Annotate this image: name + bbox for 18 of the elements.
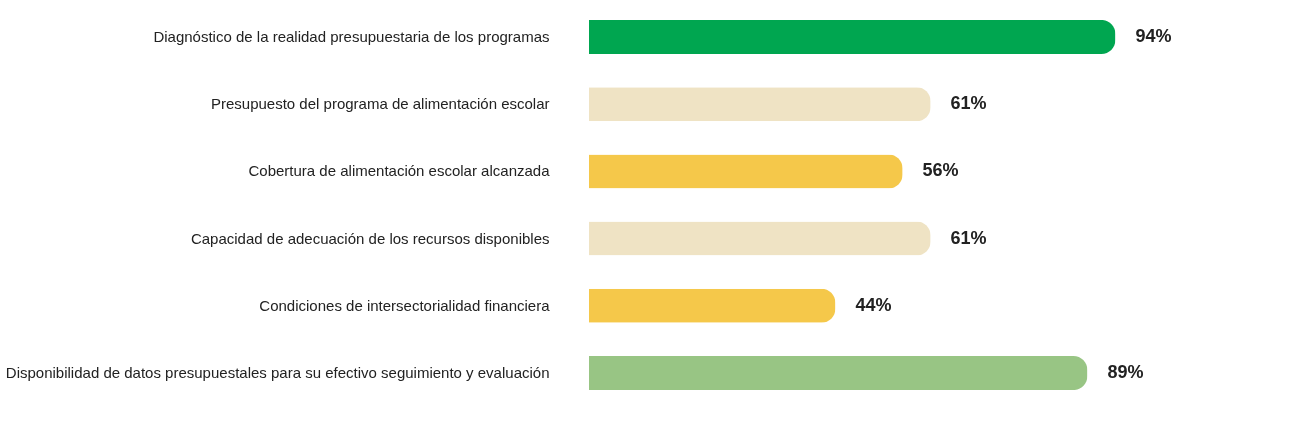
y-tick-label: Presupuesto del programa de alimentación escolar xyxy=(210,95,550,113)
data-label: 89% xyxy=(1107,362,1144,383)
data-label: 94% xyxy=(1135,25,1172,46)
data-label: 56% xyxy=(922,160,959,181)
data-label: 61% xyxy=(950,227,987,248)
bar xyxy=(589,154,903,189)
bar xyxy=(589,87,931,122)
y-tick-label: Capacidad de adecuación de los recursos disponibles xyxy=(190,229,550,247)
bar xyxy=(589,356,1088,391)
y-tick-label: Cobertura de alimentación escolar alcanzada xyxy=(248,162,551,180)
y-tick-label: Diagnóstico de la realidad presupuestaria de los programas xyxy=(153,27,550,45)
y-tick-label: Disponibilidad de datos presupuestales para su efectivo seguimiento y evaluación xyxy=(5,364,550,382)
bar xyxy=(589,221,931,256)
y-tick-label: Condiciones de intersectorialidad financiera xyxy=(259,296,551,314)
data-label: 44% xyxy=(855,294,892,315)
data-label: 61% xyxy=(950,93,987,114)
bar xyxy=(589,288,836,323)
bar xyxy=(589,19,1116,54)
